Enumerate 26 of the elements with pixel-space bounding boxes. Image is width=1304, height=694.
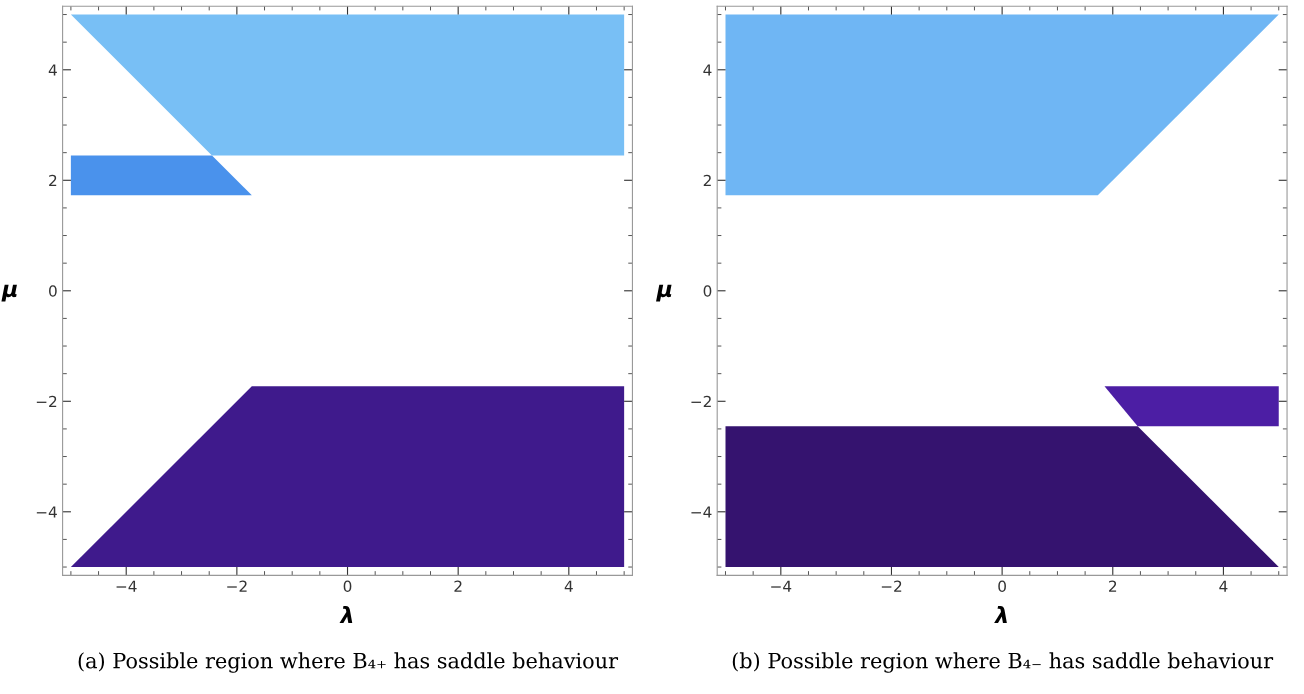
y-tick-label: −4	[691, 506, 712, 518]
y-tick-label: −4	[36, 506, 57, 518]
x-tick-label: 2	[1109, 580, 1117, 592]
x-tick-label: −4	[116, 580, 137, 592]
x-tick-label: −2	[227, 580, 247, 592]
y-tick-label: 4	[703, 64, 712, 76]
x-tick-label: −4	[771, 580, 792, 592]
x-tick-label: 0	[343, 580, 352, 593]
x-axis-title: λ	[994, 606, 1007, 623]
x-tick-label: 2	[454, 580, 462, 592]
x-axis-title: λ	[339, 606, 353, 623]
y-axis-title: μ	[1, 284, 17, 302]
y-tick-label: 2	[703, 174, 711, 187]
y-tick-label: −2	[691, 395, 711, 408]
y-tick-label: 2	[49, 174, 57, 187]
y-tick-label: 4	[48, 64, 57, 76]
x-tick-label: 4	[564, 580, 573, 592]
x-tick-label: 0	[998, 580, 1006, 593]
y-tick-label: 0	[703, 285, 712, 297]
y-axis-title: μ	[656, 284, 672, 302]
text: (b) Possible region where B₄₋ has saddle behaviour	[732, 652, 1274, 673]
x-tick-label: 4	[1219, 580, 1228, 592]
y-tick-label: −2	[36, 395, 57, 408]
text: (a) Possible region where B₄₊ has saddle behaviour	[78, 652, 619, 673]
y-tick-label: 0	[49, 285, 57, 297]
x-tick-label: −2	[881, 580, 902, 592]
